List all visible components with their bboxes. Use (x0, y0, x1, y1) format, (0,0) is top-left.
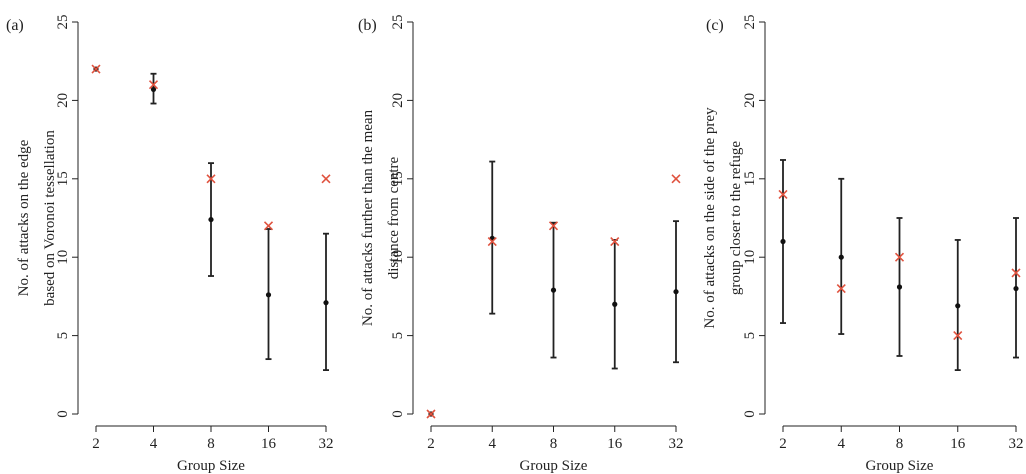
observed-marker-stroke (487, 236, 497, 247)
y-tick-label: 15 (390, 171, 406, 186)
x-tick-label: 16 (607, 436, 623, 452)
mean-point (612, 301, 618, 307)
observed-marker (206, 174, 216, 184)
observed-marker-stroke (610, 236, 620, 247)
y-tick-label: 25 (390, 15, 406, 30)
y-tick-label: 0 (390, 410, 406, 418)
observed-marker-stroke (321, 174, 331, 184)
y-tick-label: 20 (742, 93, 758, 108)
observed-marker (91, 64, 101, 74)
y-tick-label: 20 (55, 93, 71, 108)
y-tick-label: 10 (55, 250, 71, 265)
panel-label: (a) (6, 17, 24, 34)
observed-marker (426, 409, 436, 419)
y-tick-label: 15 (742, 171, 758, 186)
x-tick-label: 2 (427, 436, 435, 452)
y-axis-title: distance from centre (386, 156, 402, 279)
x-tick-label: 8 (550, 436, 558, 452)
mean-point (780, 238, 786, 245)
y-axis-title: No. of attacks on the edge (16, 139, 32, 296)
observed-marker (610, 236, 620, 247)
observed-marker-stroke (671, 174, 681, 184)
mean-point (265, 292, 272, 298)
observed-marker-stroke (91, 64, 101, 74)
panel-c: (c) 0 5 10 15 20 25 2 4 8 16 32 Group Size No. of att… (702, 15, 1024, 474)
observed-marker-stroke (1011, 268, 1021, 278)
mean-point (896, 284, 903, 290)
observed-marker (836, 283, 846, 294)
observed-marker-stroke (206, 174, 216, 184)
x-tick-label: 32 (319, 436, 334, 452)
x-axis-title: Group Size (520, 458, 588, 474)
x-axis-title: Group Size (177, 458, 245, 474)
observed-marker (894, 252, 905, 262)
y-axis-title: based on Voronoi tessellation (42, 130, 58, 306)
mean-point (1013, 285, 1019, 292)
panel-a: (a) 0 5 10 15 20 25 2 4 8 16 32 Group Size No. of att… (6, 15, 334, 474)
x-tick-label: 32 (1009, 436, 1024, 452)
mean-point (323, 300, 329, 306)
x-tick-label: 16 (261, 436, 277, 452)
x-axis-title: Group Size (866, 458, 934, 474)
observed-marker (487, 236, 497, 247)
mean-point (955, 303, 961, 309)
y-tick-label: 0 (55, 410, 71, 418)
x-tick-label: 4 (489, 436, 497, 452)
y-tick-label: 10 (390, 250, 406, 265)
y-tick-label: 5 (55, 332, 71, 340)
observed-marker-stroke (426, 409, 436, 419)
x-tick-label: 4 (838, 436, 846, 452)
y-axis-title: group closer to the refuge (728, 141, 744, 295)
observed-marker (778, 189, 788, 200)
y-axis-title: No. of attacks further than the mean (360, 109, 376, 326)
y-tick-label: 20 (390, 93, 406, 108)
panel-b: (b) 0 5 10 15 20 25 2 4 8 16 32 Group Size No. of att… (358, 15, 684, 474)
observed-marker-stroke (953, 331, 963, 341)
y-axis-title: No. of attacks on the side of the prey (702, 107, 718, 329)
observed-marker (953, 331, 963, 341)
mean-point (150, 86, 157, 93)
y-tick-label: 5 (390, 332, 406, 340)
mean-point (838, 254, 844, 260)
x-tick-label: 4 (150, 436, 158, 452)
y-tick-label: 25 (55, 15, 71, 30)
y-tick-label: 25 (742, 15, 758, 30)
x-tick-label: 2 (779, 436, 787, 452)
observed-marker-stroke (263, 221, 274, 231)
panel-label: (b) (358, 17, 377, 34)
y-tick-label: 10 (742, 250, 758, 265)
observed-marker-stroke (894, 252, 905, 262)
x-tick-label: 2 (92, 436, 100, 452)
observed-marker (1011, 268, 1021, 278)
x-tick-label: 16 (950, 436, 966, 452)
observed-marker-stroke (148, 80, 159, 90)
observed-marker-stroke (836, 283, 846, 294)
observed-marker (548, 221, 559, 231)
y-tick-label: 5 (742, 332, 758, 340)
observed-marker-stroke (778, 189, 788, 200)
x-tick-label: 8 (896, 436, 904, 452)
y-tick-label: 15 (55, 171, 71, 186)
y-tick-label: 0 (742, 410, 758, 418)
x-tick-label: 8 (207, 436, 215, 452)
panel-label: (c) (706, 17, 724, 34)
observed-marker (148, 80, 159, 90)
mean-point (208, 216, 214, 223)
observed-marker (321, 174, 331, 184)
observed-marker (671, 174, 681, 184)
observed-marker (263, 221, 274, 231)
x-tick-label: 32 (669, 436, 684, 452)
mean-point (550, 287, 557, 293)
observed-marker-stroke (548, 221, 559, 231)
mean-point (673, 289, 679, 295)
